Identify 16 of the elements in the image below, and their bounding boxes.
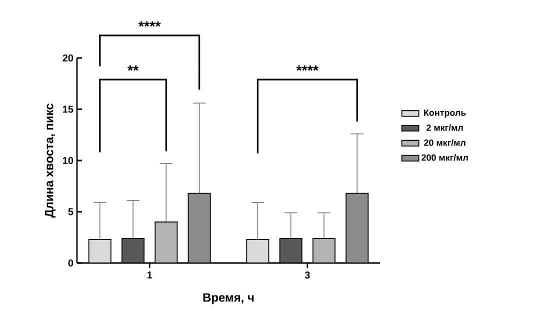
text: **** bbox=[138, 21, 161, 27]
legend-label: 200 мкг/мл bbox=[422, 154, 468, 161]
y-tick-label: 15 bbox=[63, 106, 74, 113]
x-tick-label: 3 bbox=[304, 272, 310, 279]
annotation: ** bbox=[127, 65, 139, 71]
legend-label: 20 мкг/мл bbox=[424, 139, 466, 146]
annotation: **** bbox=[296, 65, 319, 71]
x-tick-label: 1 bbox=[147, 271, 152, 278]
y-tick-label: 20 bbox=[62, 54, 74, 62]
legend-label: Контроль bbox=[424, 110, 466, 118]
y-tick-label: 5 bbox=[68, 208, 74, 216]
legend-label: 2 мкг/мл bbox=[426, 124, 463, 131]
y-tick-label: 0 bbox=[68, 259, 74, 267]
x-axis-title: Время, ч bbox=[203, 293, 254, 304]
y-tick-label: 10 bbox=[63, 156, 74, 164]
y-axis-title: Длина хвоста, пикс bbox=[44, 104, 56, 218]
